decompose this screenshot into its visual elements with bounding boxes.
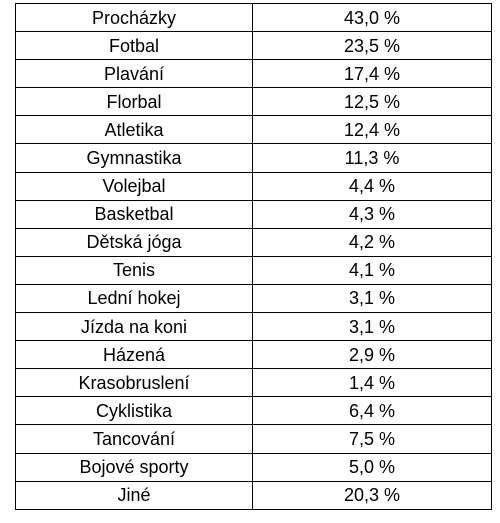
activity-percent-cell: 12,5 % xyxy=(252,87,492,117)
activity-percent-cell: 1,4 % xyxy=(252,368,492,398)
activity-name-cell: Tenis xyxy=(15,255,253,285)
table-row: Basketbal 4,3 % xyxy=(15,199,492,229)
activity-percent-cell: 4,3 % xyxy=(252,199,492,229)
table-row: Cyklistika 6,4 % xyxy=(15,396,492,426)
activity-name-cell: Dětská jóga xyxy=(15,227,253,257)
activity-name-cell: Basketbal xyxy=(15,199,253,229)
activity-name-cell: Volejbal xyxy=(15,171,253,201)
activity-percent-cell: 5,0 % xyxy=(252,452,492,482)
table-row: Lední hokej 3,1 % xyxy=(15,283,492,314)
activity-percent-cell: 12,4 % xyxy=(252,115,492,145)
table-row: Gymnastika 11,3 % xyxy=(15,143,492,173)
activity-name-cell: Gymnastika xyxy=(15,143,253,173)
table-row: Tenis 4,1 % xyxy=(15,255,492,285)
table-row: Volejbal 4,4 % xyxy=(15,171,492,201)
activity-name-cell: Florbal xyxy=(15,87,253,117)
table-row: Dětská jóga 4,2 % xyxy=(15,227,492,257)
table-row: Házená 2,9 % xyxy=(15,340,492,370)
activity-table-body: Procházky 43,0 % Fotbal 23,5 % Plavání 1… xyxy=(15,2,492,510)
activity-name-cell: Procházky xyxy=(15,2,253,33)
activity-percent-cell: 6,4 % xyxy=(252,396,492,426)
activity-percent-cell: 20,3 % xyxy=(252,480,492,510)
activity-percent-cell: 2,9 % xyxy=(252,340,492,370)
table-row: Plavání 17,4 % xyxy=(15,59,492,89)
activity-name-cell: Plavání xyxy=(15,59,253,89)
table-row: Tancování 7,5 % xyxy=(15,424,492,454)
activity-percent-cell: 4,1 % xyxy=(252,255,492,285)
activity-table: Procházky 43,0 % Fotbal 23,5 % Plavání 1… xyxy=(15,2,492,510)
activity-name-cell: Cyklistika xyxy=(15,396,253,426)
table-row: Florbal 12,5 % xyxy=(15,87,492,117)
activity-name-cell: Krasobruslení xyxy=(15,368,253,398)
table-row: Jiné 20,3 % xyxy=(15,480,492,510)
activity-percent-cell: 11,3 % xyxy=(252,143,492,173)
activity-name-cell: Tancování xyxy=(15,424,253,454)
activity-name-cell: Házená xyxy=(15,340,253,370)
activity-name-cell: Fotbal xyxy=(15,31,253,61)
table-row: Jízda na koni 3,1 % xyxy=(15,312,492,342)
activity-percent-cell: 23,5 % xyxy=(252,31,492,61)
table-row: Procházky 43,0 % xyxy=(15,2,492,33)
activity-percent-cell: 4,4 % xyxy=(252,171,492,201)
activity-percent-cell: 3,1 % xyxy=(252,283,492,314)
activity-name-cell: Atletika xyxy=(15,115,253,145)
activity-name-cell: Bojové sporty xyxy=(15,452,253,482)
activity-percent-cell: 4,2 % xyxy=(252,227,492,257)
activity-name-cell: Jízda na koni xyxy=(15,312,253,342)
table-row: Bojové sporty 5,0 % xyxy=(15,452,492,482)
activity-percent-cell: 7,5 % xyxy=(252,424,492,454)
activity-percent-cell: 3,1 % xyxy=(252,312,492,342)
activity-percent-cell: 17,4 % xyxy=(252,59,492,89)
activity-percent-cell: 43,0 % xyxy=(252,2,492,33)
activity-name-cell: Jiné xyxy=(15,480,253,510)
table-row: Krasobruslení 1,4 % xyxy=(15,368,492,398)
table-row: Fotbal 23,5 % xyxy=(15,31,492,61)
activity-name-cell: Lední hokej xyxy=(15,283,253,314)
table-row: Atletika 12,4 % xyxy=(15,115,492,145)
